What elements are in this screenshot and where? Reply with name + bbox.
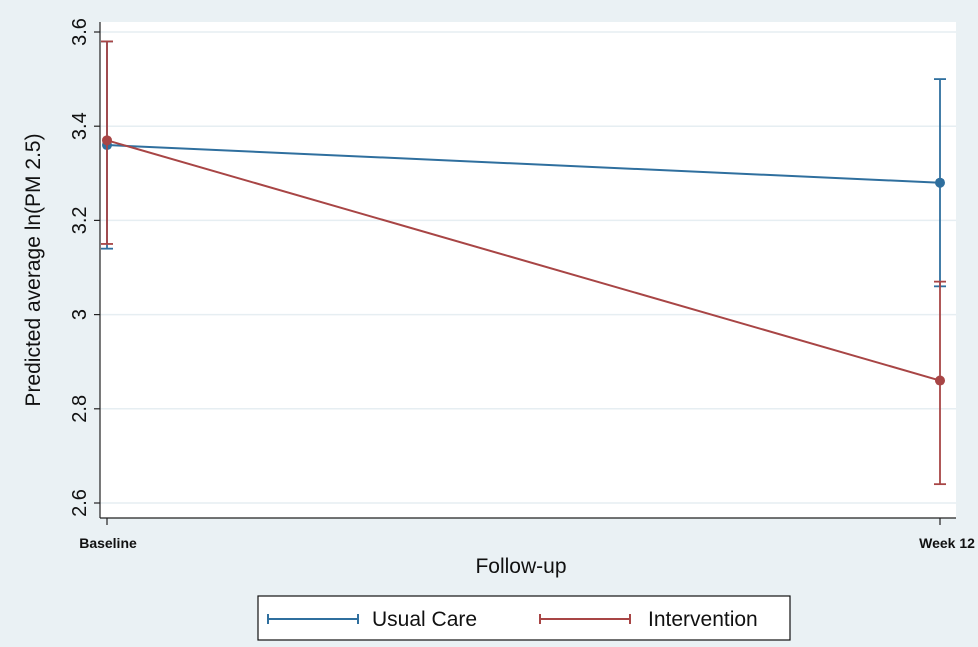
legend-label: Usual Care [372, 608, 477, 631]
x-axis-title: Follow-up [475, 555, 566, 578]
series-layer [101, 40, 946, 486]
legend: Usual Care Intervention [267, 608, 758, 631]
x-tick-label: Week 12 [919, 535, 975, 551]
legend-item: Usual Care [267, 608, 477, 631]
series-intervention [101, 40, 946, 486]
series-line [106, 144, 941, 184]
data-point [935, 375, 945, 386]
x-ticks: Baseline Week 12 [79, 518, 975, 551]
y-tick-label: 3.4 [69, 112, 91, 140]
plot-area [100, 22, 956, 518]
y-tick-label: 3.6 [69, 18, 91, 46]
data-point [935, 177, 945, 188]
y-tick-label: 3 [69, 309, 91, 320]
legend-label: Intervention [648, 608, 758, 631]
y-tick-label: 2.8 [69, 395, 91, 423]
series-line [106, 139, 941, 382]
legend-item: Intervention [539, 608, 758, 631]
y-tick-label: 2.6 [69, 489, 91, 517]
y-axis-title: Predicted average ln(PM 2.5) [22, 133, 45, 406]
y-ticks: 2.6 2.8 3 3.2 3.4 3.6 [69, 18, 100, 517]
y-tick-label: 3.2 [69, 206, 91, 234]
gridlines [100, 31, 956, 504]
x-tick-label: Baseline [79, 535, 137, 551]
data-point [102, 135, 112, 146]
